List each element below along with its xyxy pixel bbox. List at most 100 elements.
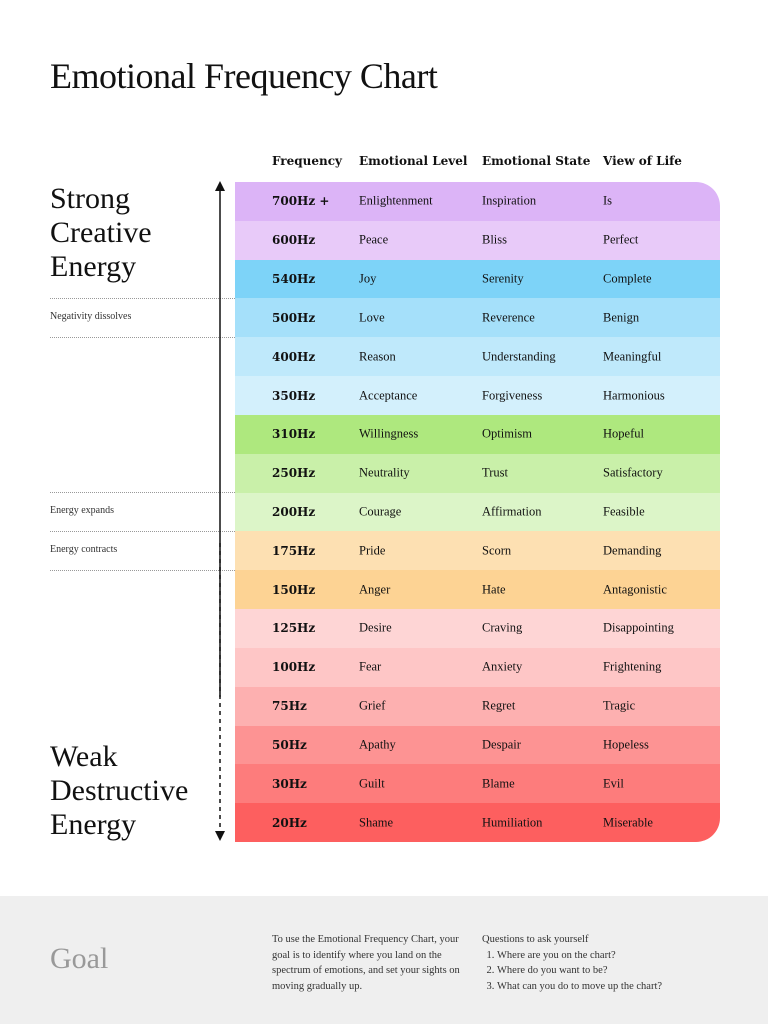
table-row: 600Hz Peace Bliss Perfect (235, 220, 720, 260)
cell-frequency: 150Hz (272, 582, 316, 597)
cell-emotional-state: Regret (482, 698, 516, 713)
note-energy-expands: Energy expands (50, 505, 114, 516)
header-frequency: Frequency (272, 154, 343, 168)
divider (50, 298, 235, 299)
table-row: 350Hz Acceptance Forgiveness Harmonious (235, 376, 720, 415)
cell-frequency: 600Hz (272, 233, 316, 248)
cell-emotional-state: Affirmation (482, 504, 542, 519)
heading-word: Weak (50, 740, 118, 773)
cell-view-of-life: Hopeless (603, 737, 649, 752)
cell-emotional-state: Optimism (482, 426, 533, 441)
table-row: 310Hz Willingness Optimism Hopeful (235, 414, 720, 454)
header-emotional-level: Emotional Level (359, 154, 468, 168)
cell-emotional-level: Love (359, 310, 385, 325)
cell-frequency: 125Hz (272, 621, 316, 636)
table-row: 125Hz Desire Craving Disappointing (235, 609, 720, 648)
table-row: 175Hz Pride Scorn Demanding (235, 531, 720, 571)
cell-view-of-life: Hopeful (603, 426, 644, 441)
heading-word: Energy (50, 250, 137, 283)
cell-frequency: 500Hz (272, 310, 316, 325)
cell-emotional-state: Hate (482, 582, 506, 597)
cell-emotional-state: Trust (482, 465, 508, 480)
table-row: 200Hz Courage Affirmation Feasible (235, 492, 720, 532)
energy-direction-arrows (215, 181, 225, 841)
cell-emotional-level: Fear (359, 659, 382, 674)
cell-frequency: 700Hz + (272, 194, 330, 209)
cell-emotional-state: Blame (482, 776, 515, 791)
table-row: 250Hz Neutrality Trust Satisfactory (235, 453, 720, 493)
cell-view-of-life: Miserable (603, 815, 653, 830)
cell-view-of-life: Satisfactory (603, 465, 663, 480)
cell-frequency: 175Hz (272, 543, 316, 558)
note-energy-contracts: Energy contracts (50, 544, 118, 555)
cell-view-of-life: Perfect (603, 232, 639, 247)
table-row: 500Hz Love Reverence Benign (235, 298, 720, 338)
heading-word: Strong (50, 182, 131, 215)
question-item: Where are you on the chart? (497, 948, 662, 964)
cell-emotional-level: Guilt (359, 776, 385, 791)
cell-frequency: 20Hz (272, 815, 307, 830)
cell-emotional-level: Courage (359, 504, 402, 519)
table-row: 50Hz Apathy Despair Hopeless (235, 725, 720, 765)
table-row: 100Hz Fear Anxiety Frightening (235, 647, 720, 687)
goal-heading: Goal (50, 942, 109, 975)
table-row: 400Hz Reason Understanding Meaningful (235, 337, 720, 377)
divider (50, 337, 235, 338)
cell-emotional-level: Reason (359, 349, 396, 364)
questions-list: Where are you on the chart? Where do you… (482, 948, 662, 995)
strong-creative-energy-heading: Strong Creative Energy (50, 182, 152, 284)
cell-emotional-level: Grief (359, 698, 386, 713)
weak-destructive-energy-heading: Weak Destructive Energy (50, 740, 188, 842)
question-item: Where do you want to be? (497, 963, 662, 979)
cell-frequency: 540Hz (272, 272, 316, 287)
page-title: Emotional Frequency Chart (50, 56, 438, 96)
divider (50, 492, 235, 493)
cell-emotional-state: Humiliation (482, 815, 543, 830)
cell-emotional-state: Anxiety (482, 659, 523, 674)
cell-emotional-level: Peace (359, 232, 389, 247)
table-row: 540Hz Joy Serenity Complete (235, 259, 720, 299)
header-view-of-life: View of Life (603, 154, 682, 168)
cell-emotional-level: Anger (359, 582, 391, 597)
cell-frequency: 200Hz (272, 504, 316, 519)
cell-frequency: 400Hz (272, 349, 316, 364)
cell-emotional-level: Willingness (359, 426, 419, 441)
questions-block: Questions to ask yourself Where are you … (482, 932, 662, 994)
cell-view-of-life: Evil (603, 776, 624, 791)
cell-emotional-level: Apathy (359, 737, 396, 752)
cell-view-of-life: Complete (603, 271, 652, 286)
cell-frequency: 30Hz (272, 776, 307, 791)
cell-view-of-life: Meaningful (603, 349, 662, 364)
cell-view-of-life: Tragic (603, 698, 636, 713)
cell-frequency: 100Hz (272, 660, 316, 675)
cell-emotional-state: Scorn (482, 543, 512, 558)
cell-view-of-life: Demanding (603, 543, 662, 558)
column-headers: Frequency Emotional Level Emotional Stat… (0, 154, 768, 172)
goal-description: To use the Emotional Frequency Chart, yo… (272, 934, 460, 992)
cell-frequency: 310Hz (272, 427, 316, 442)
cell-emotional-state: Understanding (482, 349, 556, 364)
table-row: 150Hz Anger Hate Antagonistic (235, 570, 720, 610)
table-row: 75Hz Grief Regret Tragic (235, 686, 720, 726)
header-emotional-state: Emotional State (482, 154, 591, 168)
cell-emotional-level: Pride (359, 543, 386, 558)
cell-emotional-level: Enlightenment (359, 193, 433, 208)
cell-emotional-state: Inspiration (482, 193, 537, 208)
cell-view-of-life: Feasible (603, 504, 645, 519)
heading-word: Energy (50, 808, 137, 841)
cell-frequency: 50Hz (272, 737, 307, 752)
table-row: 700Hz + Enlightenment Inspiration Is (235, 182, 720, 221)
cell-emotional-level: Neutrality (359, 465, 410, 480)
cell-frequency: 250Hz (272, 466, 316, 481)
up-arrow-icon (215, 181, 225, 191)
heading-word: Destructive (50, 774, 189, 807)
frequency-table: 700Hz + Enlightenment Inspiration Is 600Hz Pe… (235, 182, 720, 842)
cell-emotional-state: Reverence (482, 310, 535, 325)
table-row: 20Hz Shame Humiliation Miserable (235, 803, 720, 842)
question-item: What can you do to move up the chart? (497, 979, 662, 995)
cell-emotional-level: Shame (359, 815, 394, 830)
divider (50, 531, 235, 532)
cell-emotional-state: Despair (482, 737, 521, 752)
cell-view-of-life: Benign (603, 310, 640, 325)
questions-title: Questions to ask yourself (482, 934, 589, 945)
